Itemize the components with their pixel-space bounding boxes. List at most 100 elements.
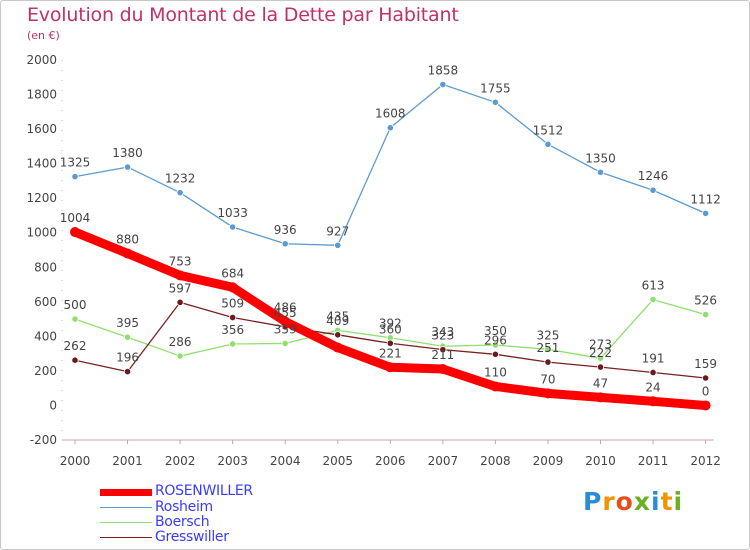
x-tick-label: 2010 [585,454,616,468]
data-point-rosheim [701,209,710,217]
data-label-gresswiller: 597 [169,281,192,295]
x-tick-label: 2005 [322,454,353,468]
logo-letter: o [615,487,634,516]
x-tick-label: 2011 [638,454,669,468]
data-point-rosheim [176,189,184,197]
y-tick-label: 1200 [26,191,57,205]
data-label-gresswiller: 409 [326,314,349,328]
data-label-boersch: 286 [169,335,192,349]
data-point-boersch [701,310,710,319]
data-label-gresswiller: 262 [64,339,87,353]
legend-swatch-rosheim [100,507,152,508]
data-point-rosenwiller [332,342,343,353]
x-tick-label: 2007 [428,454,459,468]
data-point-rosenwiller [542,388,553,399]
data-label-boersch: 359 [274,322,297,336]
legend-item-rosheim: Rosheim [100,499,400,516]
data-label-rosheim: 936 [274,223,297,237]
data-point-boersch [649,295,657,304]
data-point-rosenwiller [700,400,711,411]
proxiti-logo: Proxiti [583,487,683,516]
data-point-rosheim [439,80,447,89]
data-point-boersch [544,345,552,353]
legend-label-rosheim: Rosheim [155,499,213,515]
data-label-rosenwiller: 684 [221,266,244,280]
data-label-gresswiller: 296 [484,333,507,347]
data-point-gresswiller [229,313,237,322]
data-point-rosheim [544,140,552,148]
data-point-rosheim [123,163,132,171]
data-point-rosenwiller [490,381,501,392]
data-point-gresswiller [123,367,132,376]
data-label-gresswiller: 251 [536,341,559,355]
chart-subtitle: (en €) [27,29,60,42]
data-point-boersch [123,333,132,341]
data-point-rosheim [649,186,657,194]
legend-item-boersch: Boersch [100,514,400,531]
data-point-boersch [176,352,184,360]
legend-label-rosenwiller: ROSENWILLER [155,483,253,499]
y-tick-label: 800 [34,260,57,274]
chart-axes: -200 0 200 400 600 800 1000 1200 1400 1600 1800 200… [26,53,720,468]
legend-swatch-gresswiller [100,537,152,538]
logo-letter: x [633,487,651,516]
y-tick-label: 0 [49,398,57,412]
data-point-gresswiller [386,339,394,347]
x-tick-label: 2012 [690,454,721,468]
data-point-rosenwiller [595,392,606,403]
data-label-rosheim: 1112 [690,192,721,206]
data-label-boersch: 273 [589,337,612,351]
data-point-rosenwiller [175,270,186,281]
x-tick-label: 2009 [533,454,564,468]
data-label-rosheim: 1380 [112,146,143,160]
data-point-rosheim [71,172,79,181]
y-tick-label: 1800 [26,88,57,102]
legend-item-rosenwiller: ROSENWILLER [100,483,400,500]
data-label-rosheim: 1755 [480,81,511,95]
x-tick-label: 2004 [270,454,301,468]
data-label-rosheim: 1325 [60,156,91,170]
data-label-rosheim: 1608 [375,107,406,121]
data-label-boersch: 350 [484,324,507,338]
data-label-rosheim: 1512 [533,123,564,137]
chart-title: Evolution du Montant de la Dette par Hab… [27,4,459,26]
data-label-boersch: 500 [64,298,87,312]
logo-letter: r [602,487,616,516]
data-label-gresswiller: 191 [642,351,665,365]
data-label-gresswiller: 159 [694,357,717,371]
data-point-rosheim [229,223,237,231]
logo-letter: P [583,487,603,516]
data-point-rosenwiller [385,362,396,373]
data-point-boersch [281,339,289,348]
x-tick-label: 2000 [60,454,91,468]
data-point-boersch [71,315,79,323]
data-point-rosheim [334,241,342,249]
data-label-rosheim: 1246 [638,169,669,183]
data-label-gresswiller: 222 [589,346,612,360]
data-label-boersch: 613 [642,279,665,293]
data-label-rosenwiller: 1004 [60,211,91,225]
data-label-rosenwiller: 110 [484,365,507,379]
legend-label-boersch: Boersch [155,514,210,530]
data-point-rosenwiller [648,396,659,407]
data-point-gresswiller [176,298,184,306]
data-label-rosheim: 1232 [165,172,196,186]
data-point-boersch [491,341,499,349]
data-point-rosheim [596,168,605,176]
data-label-rosenwiller: 753 [169,254,192,268]
data-point-rosenwiller [227,282,238,293]
legend-swatch-boersch [100,522,152,523]
data-point-gresswiller [439,346,447,354]
data-point-gresswiller [334,331,342,339]
data-label-rosenwiller: 0 [702,384,710,398]
data-point-rosenwiller [70,227,80,238]
data-point-rosenwiller [437,364,448,375]
data-label-rosheim: 927 [326,224,349,238]
x-tick-label: 2008 [480,454,511,468]
y-tick-label: 200 [34,364,57,378]
data-point-gresswiller [71,356,79,364]
data-label-gresswiller: 323 [431,329,454,343]
y-tick-label: 1600 [26,122,57,136]
data-label-rosenwiller: 486 [274,301,297,315]
